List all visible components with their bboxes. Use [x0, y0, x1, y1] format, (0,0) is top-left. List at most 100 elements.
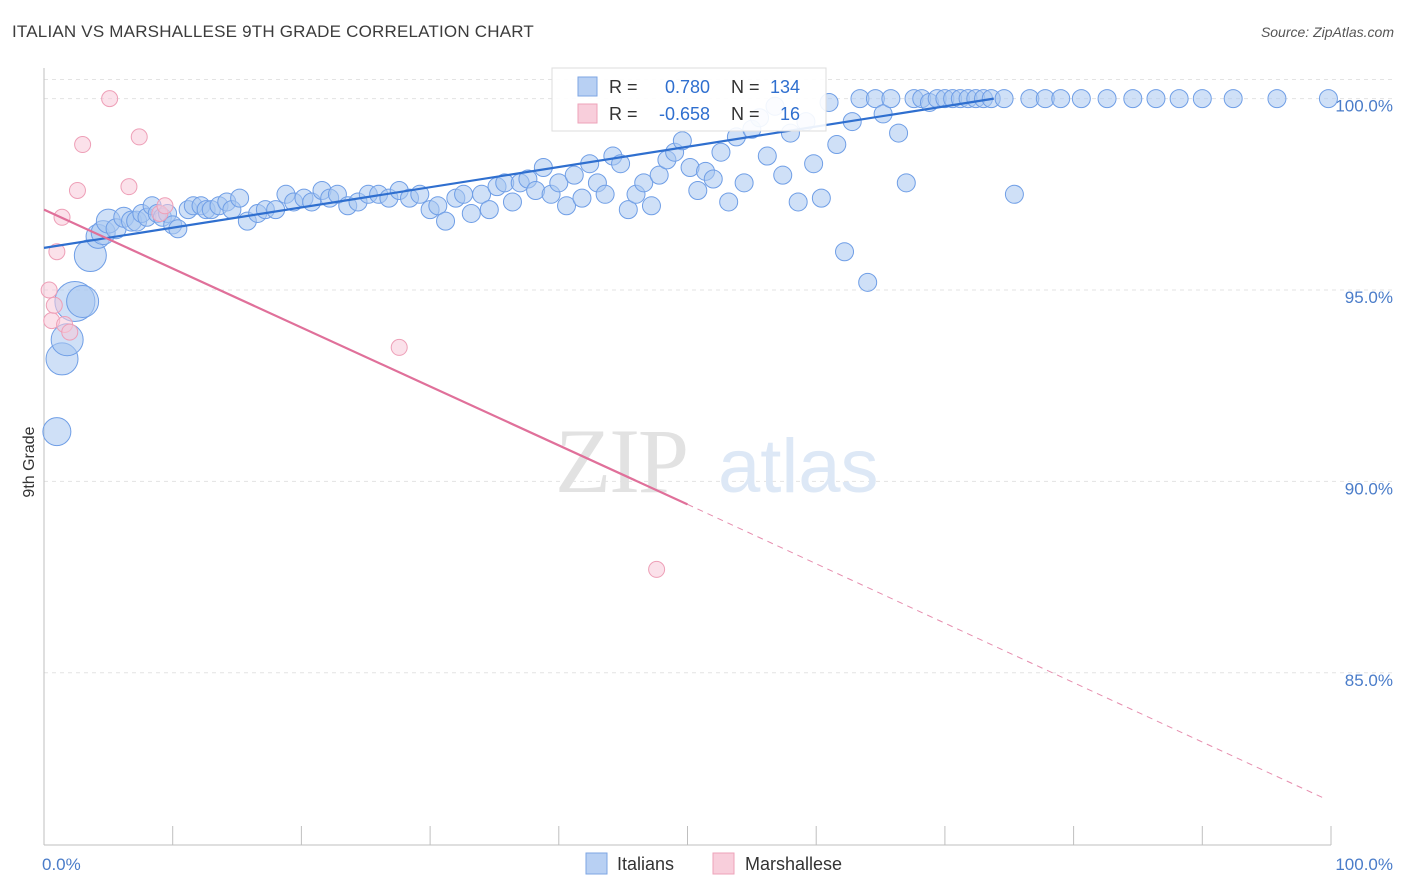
italians-point-73 — [611, 154, 631, 174]
series-marshallese — [40, 90, 666, 578]
italians-point-50 — [428, 196, 448, 216]
legend-n-value-italians: 134 — [770, 77, 800, 97]
grid-lines — [44, 78, 1392, 674]
italians-point-135 — [1318, 89, 1338, 109]
axes — [43, 68, 1332, 846]
italians-point-122 — [994, 89, 1014, 109]
legend-n-label-italians: N = — [731, 77, 760, 97]
italians-point-55 — [472, 184, 492, 204]
italians-point-76 — [634, 173, 654, 193]
italians-point-96 — [788, 192, 808, 212]
italians-point-128 — [1097, 89, 1117, 109]
y-tick-label-3: 100.0% — [1335, 97, 1393, 116]
italians-point-65 — [549, 173, 569, 193]
bottom-legend-swatch-italians — [585, 852, 608, 875]
watermark-zip: ZIP — [555, 410, 687, 512]
y-tick-label-2: 95.0% — [1345, 288, 1393, 307]
marshallese-point-9 — [101, 90, 119, 108]
italians-point-81 — [672, 131, 692, 151]
marshallese-point-10 — [120, 178, 138, 196]
watermark-atlas: atlas — [718, 424, 879, 509]
italians-point-94 — [773, 165, 793, 185]
marshallese-trend-extension — [687, 503, 1327, 800]
italians-point-98 — [804, 154, 824, 174]
italians-point-66 — [557, 196, 577, 216]
italians-point-86 — [711, 142, 731, 162]
italians-point-130 — [1146, 89, 1166, 109]
italians-point-89 — [734, 173, 754, 193]
italians-point-123 — [1004, 184, 1024, 204]
legend-n-label-marshallese: N = — [731, 104, 760, 124]
italians-point-4 — [66, 284, 100, 318]
bottom-legend-marshallese: Marshallese — [745, 854, 842, 874]
italians-point-77 — [641, 196, 661, 216]
y-tick-label-1: 90.0% — [1345, 479, 1393, 498]
italians-point-101 — [827, 135, 847, 155]
italians-point-56 — [479, 200, 499, 220]
legend-r-value-marshallese: -0.658 — [659, 104, 710, 124]
watermark: ZIP atlas — [555, 410, 879, 512]
italians-point-131 — [1169, 89, 1189, 109]
marshallese-point-14 — [390, 338, 408, 356]
italians-point-92 — [757, 146, 777, 166]
x-tick-labels: 0.0% 100.0% — [42, 855, 1393, 874]
legend-r-label-italians: R = — [609, 77, 638, 97]
marshallese-point-13 — [156, 197, 174, 215]
italians-point-29 — [230, 188, 250, 208]
italians-point-132 — [1192, 89, 1212, 109]
chart-title: ITALIAN VS MARSHALLESE 9TH GRADE CORRELA… — [12, 22, 535, 41]
italians-point-54 — [461, 203, 481, 223]
y-axis-label: 9th Grade — [21, 426, 38, 497]
italians-point-74 — [618, 200, 638, 220]
legend-swatch-marshallese — [577, 103, 598, 124]
marshallese-point-0 — [40, 281, 58, 299]
italians-point-83 — [688, 180, 708, 200]
italians-point-68 — [572, 188, 592, 208]
italians-point-102 — [835, 242, 855, 262]
legend-swatch-italians — [577, 76, 598, 97]
italians-point-59 — [502, 192, 522, 212]
source-label: Source: ZipAtlas.com — [1260, 24, 1394, 40]
y-tick-labels: 85.0% 90.0% 95.0% 100.0% — [1335, 97, 1393, 690]
italians-point-134 — [1267, 89, 1287, 109]
trend-lines — [43, 97, 1327, 800]
italians-point-108 — [881, 89, 901, 109]
legend-r-label-marshallese: R = — [609, 104, 638, 124]
italians-point-67 — [564, 165, 584, 185]
italians-point-0 — [42, 417, 72, 447]
italians-point-109 — [889, 123, 909, 143]
italians-point-78 — [649, 165, 669, 185]
marshallese-point-3 — [48, 243, 66, 261]
stats-legend-box — [551, 67, 827, 132]
italians-point-133 — [1223, 89, 1243, 109]
marshallese-trend-line — [43, 208, 688, 506]
marshallese-point-11 — [130, 128, 148, 146]
y-tick-label-0: 85.0% — [1345, 671, 1393, 690]
italians-point-85 — [703, 169, 723, 189]
x-tick-label-0: 0.0% — [42, 855, 81, 874]
x-tick-label-1: 100.0% — [1335, 855, 1393, 874]
italians-trend-line — [43, 97, 994, 249]
italians-point-51 — [436, 211, 456, 231]
marshallese-point-6 — [61, 323, 79, 341]
italians-point-127 — [1071, 89, 1091, 109]
bottom-legend-swatch-marshallese — [712, 852, 735, 875]
italians-point-105 — [858, 272, 878, 292]
italians-point-71 — [595, 184, 615, 204]
marshallese-point-8 — [74, 136, 92, 154]
italians-point-53 — [454, 184, 474, 204]
bottom-legend-italians: Italians — [617, 854, 674, 874]
marshallese-point-15 — [648, 560, 666, 578]
italians-point-126 — [1051, 89, 1071, 109]
series-italians — [42, 89, 1338, 447]
italians-point-99 — [811, 188, 831, 208]
legend-n-value-marshallese: 16 — [780, 104, 800, 124]
marshallese-point-7 — [68, 181, 86, 199]
marshallese-point-2 — [45, 296, 63, 314]
italians-point-87 — [719, 192, 739, 212]
legend-r-value-italians: 0.780 — [665, 77, 710, 97]
italians-point-110 — [896, 173, 916, 193]
stats-legend: R = 0.780 N = 134 R = -0.658 N = 16 — [551, 67, 827, 132]
italians-point-129 — [1123, 89, 1143, 109]
